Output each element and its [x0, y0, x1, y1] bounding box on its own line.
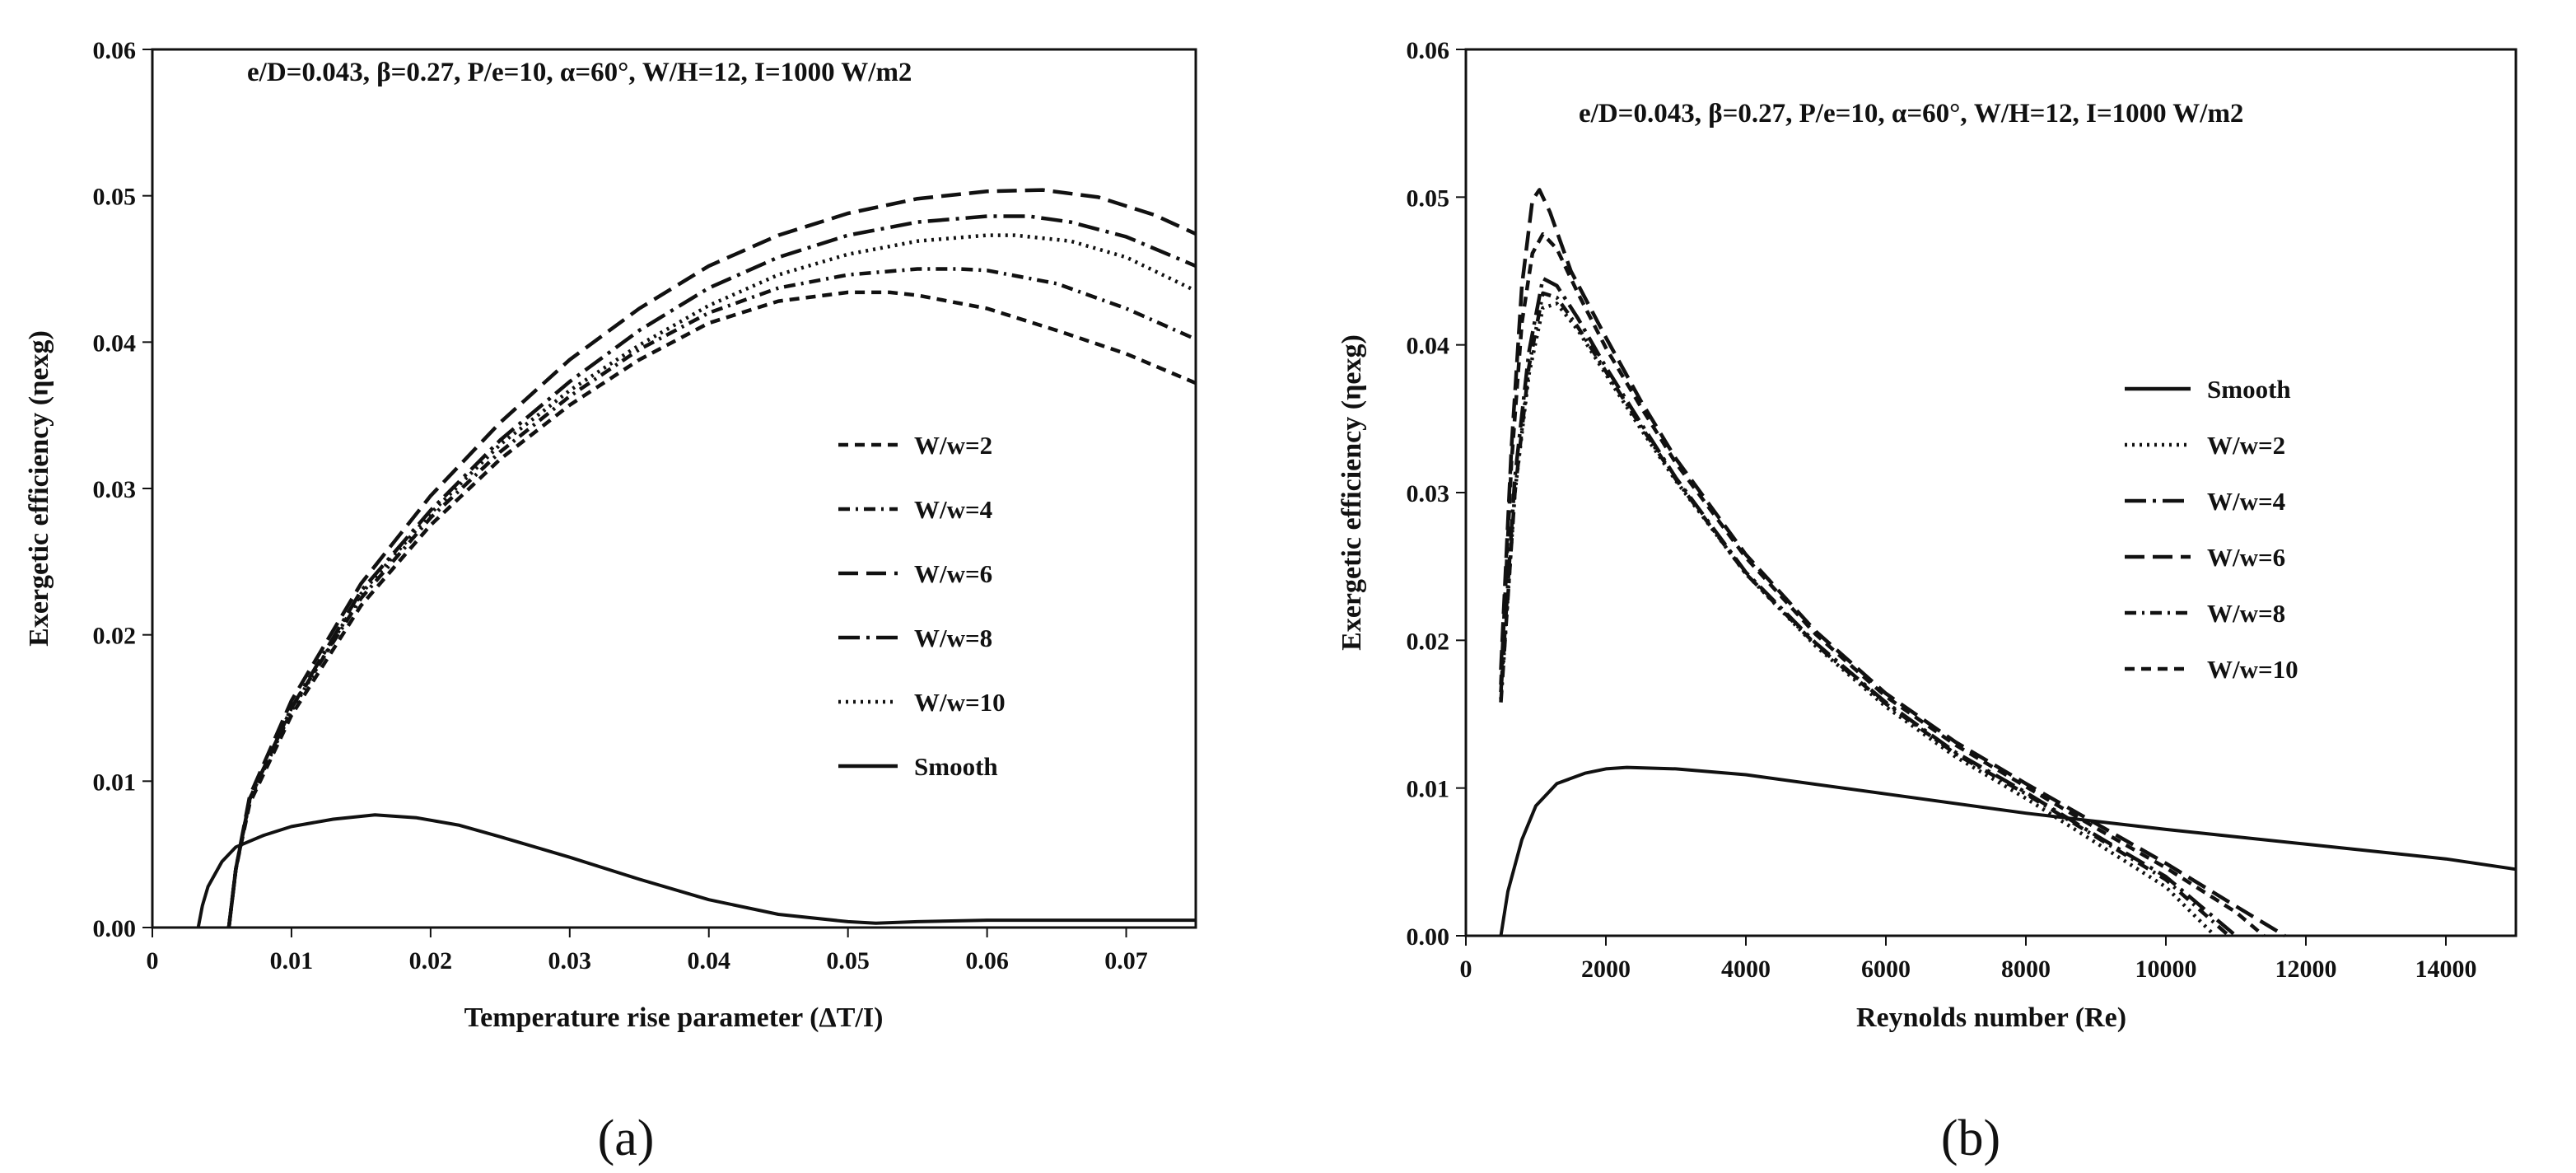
- y-tick-label: 0.00: [93, 915, 137, 942]
- x-tick-label: 8000: [2001, 956, 2051, 983]
- y-tick-label: 0.00: [1407, 923, 1450, 951]
- legend-label: Smooth: [2207, 375, 2291, 404]
- x-tick-label: 0.06: [965, 947, 1009, 974]
- x-tick-label: 10000: [2135, 956, 2197, 983]
- series-line-w-w-6: [1499, 188, 2286, 937]
- y-tick-label: 0.05: [93, 184, 137, 211]
- x-tick-label: 0.05: [826, 947, 870, 974]
- y-axis: 0.00 0.01 0.02 0.03 0.04 0.05 0.06: [1407, 37, 1466, 951]
- y-axis-title: Exergetic efficiency (ηexg): [24, 330, 54, 647]
- x-tick-label: 0.07: [1104, 947, 1148, 974]
- x-axis-title: Temperature rise parameter (ΔT/I): [464, 1002, 884, 1033]
- x-axis: 0 0.01 0.02 0.03 0.04 0.05 0.06 0.07: [147, 928, 1148, 974]
- legend-label: W/w=4: [914, 495, 992, 524]
- x-tick-label: 0.04: [687, 947, 730, 974]
- y-axis-title: Exergetic efficiency (ηexg): [1337, 334, 1367, 651]
- series-line-smooth: [196, 813, 1196, 928]
- x-tick-label: 0: [1460, 956, 1472, 983]
- x-tick-label: 4000: [1721, 956, 1771, 983]
- y-axis: 0.00 0.01 0.02 0.03 0.04 0.05 0.06: [93, 37, 152, 942]
- y-tick-label: 0.03: [93, 476, 137, 503]
- x-tick-label: 2000: [1581, 956, 1631, 983]
- series-line-w-w-2: [226, 290, 1197, 928]
- x-axis: 0 2000 4000 6000 8000 10000 12000 14000: [1460, 936, 2477, 983]
- y-tick-label: 0.01: [1407, 776, 1450, 803]
- y-tick-label: 0.06: [93, 37, 137, 64]
- y-tick-label: 0.02: [93, 623, 137, 650]
- series-line-w-w-4: [226, 267, 1197, 928]
- legend-label: W/w=8: [914, 624, 992, 652]
- legend-label: W/w=6: [2207, 543, 2285, 572]
- y-tick-label: 0.04: [93, 329, 137, 357]
- x-tick-label: 0: [147, 947, 159, 974]
- legend-label: W/w=4: [2207, 487, 2285, 516]
- legend-label: W/w=2: [914, 431, 992, 460]
- legend-label: W/w=2: [2207, 431, 2285, 460]
- x-tick-label: 12000: [2275, 956, 2337, 983]
- legend-label: W/w=6: [914, 559, 992, 588]
- y-tick-label: 0.06: [1407, 37, 1450, 64]
- x-tick-label: 0.02: [409, 947, 453, 974]
- x-tick-label: 14000: [2415, 956, 2477, 983]
- legend-label: W/w=8: [2207, 599, 2285, 628]
- legend: W/w=2 W/w=4 W/w=6 W/w=8 W/w=10 Smooth: [838, 431, 1006, 781]
- panel-label-b: (b): [1941, 1110, 2000, 1166]
- y-tick-label: 0.04: [1407, 333, 1450, 360]
- series-line-w-w-10: [1499, 231, 2266, 937]
- y-tick-label: 0.02: [1407, 628, 1450, 655]
- panel-b-chart: e/D=0.043, β=0.27, P/e=10, α=60°, W/H=12…: [1337, 37, 2518, 1166]
- series-line-w-w-8: [1499, 291, 2230, 937]
- chart-annotation: e/D=0.043, β=0.27, P/e=10, α=60°, W/H=12…: [247, 58, 912, 87]
- panel-a-chart: e/D=0.043, β=0.27, P/e=10, α=60°, W/H=12…: [24, 37, 1197, 1166]
- y-tick-label: 0.01: [93, 769, 137, 796]
- series-line-smooth: [1499, 765, 2517, 937]
- chart-annotation: e/D=0.043, β=0.27, P/e=10, α=60°, W/H=12…: [1579, 99, 2243, 129]
- series-group: [1499, 188, 2517, 937]
- legend-label: Smooth: [914, 752, 998, 781]
- series-line-w-w-2: [1499, 301, 2217, 937]
- x-axis-title: Reynolds number (Re): [1856, 1002, 2126, 1033]
- series-group: [196, 188, 1197, 928]
- x-tick-label: 0.03: [548, 947, 592, 974]
- x-tick-label: 6000: [1861, 956, 1911, 983]
- legend: Smooth W/w=2 W/w=4 W/w=6 W/w=8 W/w=10: [2125, 375, 2298, 684]
- x-tick-label: 0.01: [270, 947, 314, 974]
- legend-label: W/w=10: [2207, 655, 2298, 684]
- series-line-w-w-10: [226, 233, 1197, 928]
- y-tick-label: 0.05: [1407, 185, 1450, 212]
- y-tick-label: 0.03: [1407, 480, 1450, 507]
- legend-label: W/w=10: [914, 688, 1006, 717]
- panel-label-a: (a): [598, 1110, 655, 1166]
